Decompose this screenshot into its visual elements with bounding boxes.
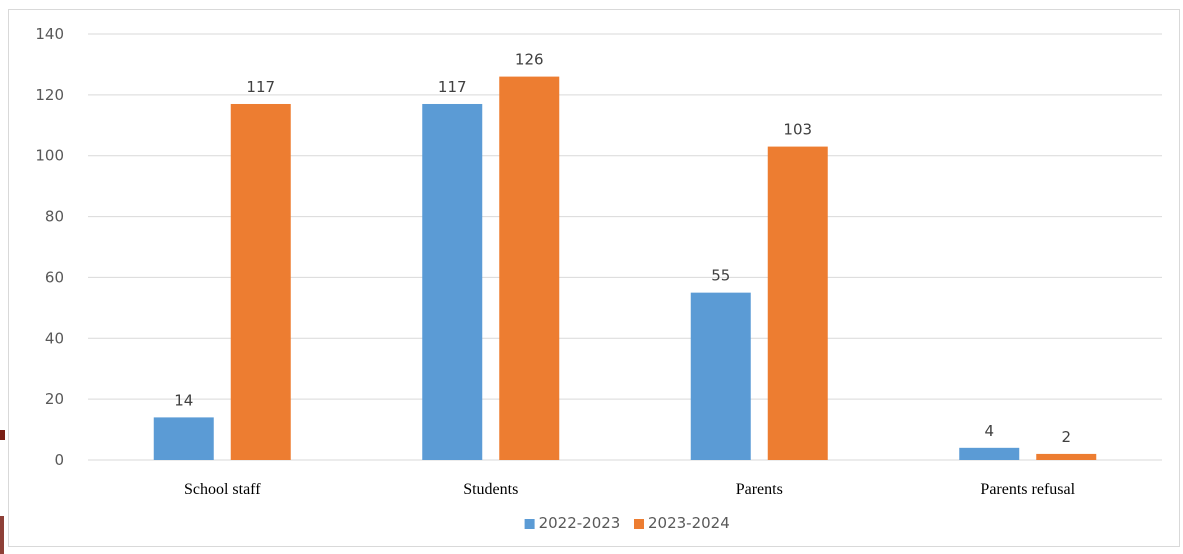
bar-2023-2024-parents xyxy=(767,146,828,461)
bar-2022-2023-parents xyxy=(690,292,751,460)
data-label: 117 xyxy=(438,78,467,96)
bar-2022-2023-students xyxy=(422,103,483,460)
category-label: Students xyxy=(463,481,518,498)
y-tick-label: 40 xyxy=(45,329,64,347)
category-label: School staff xyxy=(184,481,261,498)
edge-decoration-mark xyxy=(0,430,5,440)
data-label: 126 xyxy=(515,51,544,69)
y-tick-label: 120 xyxy=(35,86,64,104)
legend: 2022-2023 2023-2024 xyxy=(524,514,730,532)
y-tick-label: 60 xyxy=(45,268,64,286)
data-label: 117 xyxy=(246,78,275,96)
data-labels: 14 117 117 126 55 103 4 2 xyxy=(174,51,1071,446)
y-tick-label: 20 xyxy=(45,390,64,408)
legend-label: 2022-2023 xyxy=(539,514,621,532)
data-label: 55 xyxy=(711,267,730,285)
data-label: 14 xyxy=(174,391,193,409)
data-label: 2 xyxy=(1061,428,1071,446)
bar-2022-2023-school-staff xyxy=(153,417,214,460)
y-axis-tick-labels: 0 20 40 60 80 100 120 140 xyxy=(35,25,64,469)
category-label: Parents xyxy=(736,481,783,498)
edge-decoration-strip xyxy=(0,516,4,554)
y-tick-label: 80 xyxy=(45,208,64,226)
y-tick-label: 140 xyxy=(35,25,64,43)
y-tick-label: 0 xyxy=(54,451,64,469)
x-axis-category-labels: School staff Students Parents Parents refus… xyxy=(184,481,1076,498)
legend-label: 2023-2024 xyxy=(648,514,730,532)
bar-2022-2023-parents-refusal xyxy=(959,447,1020,460)
data-label: 4 xyxy=(984,422,994,440)
bar-2023-2024-parents-refusal xyxy=(1036,453,1097,460)
data-label: 103 xyxy=(783,121,812,139)
bar-2023-2024-students xyxy=(499,76,560,460)
bar-2023-2024-school-staff xyxy=(230,103,291,460)
bars xyxy=(153,76,1097,461)
legend-swatch xyxy=(634,519,644,529)
y-tick-label: 100 xyxy=(35,147,64,165)
legend-swatch xyxy=(524,519,535,529)
category-label: Parents refusal xyxy=(980,481,1075,498)
